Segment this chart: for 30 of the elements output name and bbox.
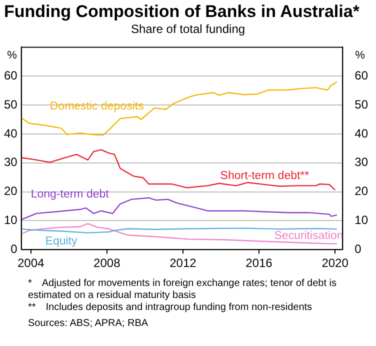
x-tick-label: 2020 [322,256,349,270]
y2-tick-label: 40 [354,126,368,140]
x-tick-label: 2012 [170,256,197,270]
y2-tick-label: 30 [354,155,368,170]
chart-subtitle: Share of total funding [130,22,246,36]
y2-tick-label: 60 [354,68,368,82]
y-tick-label: 0 [10,242,18,256]
text: ** Includes deposits and intragroup funding from non-residents [28,302,314,314]
y-tick-label: 60 [4,68,18,82]
y-tick-label: 20 [4,184,18,198]
y2-tick-label: 50 [354,97,368,112]
y2-tick-label: 0 [354,242,362,256]
y2-tick-label: 10 [354,213,368,227]
x-tick-label: 2008 [94,256,121,270]
text: * Adjusted for movements in foreign exchange rates; tenor of debt is estimated on a residual maturity basis [28,278,338,302]
x-tick-label: 2004 [18,256,45,270]
y-tick-label: 10 [4,213,18,227]
chart-title: Funding Composition of Banks in Australia* [3,1,360,22]
series-label: Long-term debt [30,188,110,200]
y-axis-title: % [7,50,18,62]
y-tick-label: 40 [4,126,18,140]
y-tick-label: 30 [4,155,18,170]
series-label: Equity [45,236,78,248]
y2-axis-title: % [355,50,366,62]
series-label: Domestic deposits [50,100,144,113]
y-tick-label: 50 [4,97,18,112]
y2-tick-label: 20 [354,184,368,198]
series-label: Short-term debt** [220,170,310,182]
source-note: Sources: ABS; APRA; RBA [28,318,150,330]
x-tick-label: 2016 [246,256,273,270]
